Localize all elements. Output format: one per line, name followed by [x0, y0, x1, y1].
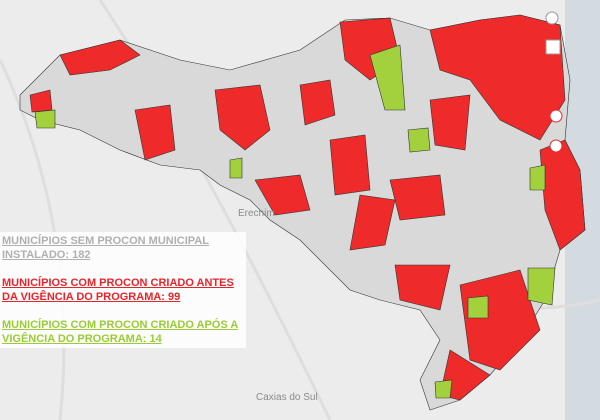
- legend-item: MUNICÍPIOS SEM PROCON MUNICIPAL INSTALAD…: [2, 234, 244, 262]
- region: [369, 44, 406, 111]
- region: [429, 94, 471, 151]
- zoom-out[interactable]: [549, 139, 563, 153]
- region: [407, 127, 431, 153]
- region: [389, 174, 446, 221]
- region: [254, 174, 311, 216]
- region: [349, 194, 396, 251]
- region: [229, 157, 243, 179]
- region: [439, 349, 491, 401]
- legend-count: 14: [149, 333, 162, 345]
- region: [539, 139, 586, 251]
- home-button[interactable]: [545, 39, 561, 55]
- legend: MUNICÍPIOS SEM PROCON MUNICIPAL INSTALAD…: [0, 232, 246, 348]
- region: [329, 134, 371, 196]
- region: [59, 39, 141, 76]
- place-label: Caxias do Sul: [256, 392, 318, 403]
- legend-label: MUNICÍPIOS COM PROCON CRIADO APÓS A VIGÊ…: [2, 319, 239, 345]
- region: [299, 79, 336, 126]
- region: [434, 379, 453, 399]
- region: [134, 104, 176, 161]
- map-controls: [545, 11, 563, 153]
- region: [34, 109, 56, 129]
- zoom-in[interactable]: [549, 109, 563, 123]
- region: [527, 267, 556, 306]
- control[interactable]: [545, 11, 559, 25]
- region: [459, 269, 541, 371]
- legend-count: 182: [72, 249, 91, 261]
- legend-label: MUNICÍPIOS SEM PROCON MUNICIPAL INSTALAD…: [2, 235, 209, 261]
- legend-count: 99: [168, 291, 181, 303]
- region: [394, 264, 451, 311]
- legend-item: MUNICÍPIOS COM PROCON CRIADO APÓS A VIGÊ…: [2, 318, 244, 346]
- state: [19, 14, 586, 411]
- place-label: Erechim: [238, 208, 275, 219]
- region: [467, 295, 489, 319]
- region: [214, 84, 271, 151]
- legend-label: MUNICÍPIOS COM PROCON CRIADO ANTES DA VI…: [2, 277, 234, 303]
- legend-item: MUNICÍPIOS COM PROCON CRIADO ANTES DA VI…: [2, 276, 244, 304]
- region: [529, 164, 546, 191]
